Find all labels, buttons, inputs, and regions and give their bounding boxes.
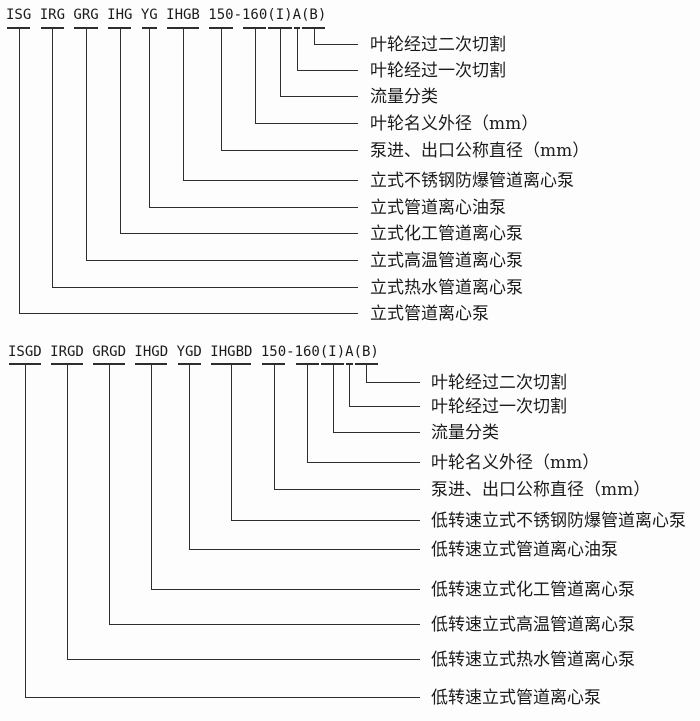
designation-label: 叶轮名义外径（mm） bbox=[431, 453, 600, 473]
code-underline bbox=[135, 363, 168, 365]
designation-label: 立式高温管道离心泵 bbox=[370, 251, 523, 271]
designation-label: 立式不锈钢防爆管道离心泵 bbox=[370, 171, 574, 191]
model-code-header: ISGD IRGD GRGD IHGD YGD IHGBD 150-160(I)… bbox=[8, 344, 379, 360]
connector-line bbox=[279, 29, 358, 97]
designation-label: 流量分类 bbox=[431, 423, 499, 443]
connector-line bbox=[18, 29, 358, 314]
code-underline bbox=[346, 363, 353, 365]
code-underline bbox=[141, 27, 157, 29]
connector-line bbox=[254, 29, 358, 124]
code-underline bbox=[268, 27, 292, 29]
designation-label: 叶轮名义外径（mm） bbox=[370, 114, 539, 134]
diagram-standard-speed-models: ISG IRG GRG IHG YG IHGB 150-160(I)A(B) 叶轮… bbox=[0, 0, 700, 338]
connector-line bbox=[313, 29, 358, 45]
code-underline bbox=[243, 27, 267, 29]
designation-label: 立式管道离心油泵 bbox=[370, 198, 506, 218]
designation-label: 低转速立式管道离心泵 bbox=[431, 688, 601, 708]
designation-label: 低转速立式热水管道离心泵 bbox=[431, 650, 635, 670]
connector-line bbox=[273, 365, 420, 490]
code-underline bbox=[74, 27, 98, 29]
code-underline bbox=[40, 27, 64, 29]
connector-line bbox=[109, 365, 420, 625]
connector-line bbox=[183, 29, 358, 181]
designation-label: 立式热水管道离心泵 bbox=[370, 278, 523, 298]
code-underline bbox=[295, 363, 319, 365]
code-underline bbox=[211, 363, 252, 365]
connector-line bbox=[151, 365, 420, 590]
designation-label: 叶轮经过一次切割 bbox=[431, 397, 567, 417]
connector-line bbox=[296, 29, 358, 71]
connector-line bbox=[332, 365, 420, 433]
connector-line bbox=[67, 365, 420, 660]
designation-label: 立式化工管道离心泵 bbox=[370, 224, 523, 244]
code-underline bbox=[7, 27, 31, 29]
code-underline bbox=[209, 27, 233, 29]
designation-label: 叶轮经过一次切割 bbox=[370, 61, 506, 81]
code-underline bbox=[93, 363, 125, 365]
designation-label: 立式管道离心泵 bbox=[370, 304, 489, 324]
diagram-low-speed-models: ISGD IRGD GRGD IHGD YGD IHGBD 150-160(I)… bbox=[0, 338, 700, 721]
connector-line bbox=[149, 29, 358, 208]
designation-label: 泵进、出口公称直径（mm） bbox=[370, 141, 590, 161]
connector-line bbox=[220, 29, 358, 151]
connector-line bbox=[366, 365, 420, 383]
designation-label: 低转速立式不锈钢防爆管道离心泵 bbox=[431, 511, 686, 531]
designation-label: 低转速立式管道离心油泵 bbox=[431, 540, 618, 560]
connector-line bbox=[231, 365, 420, 521]
code-underline bbox=[354, 363, 378, 365]
code-underline bbox=[9, 363, 41, 365]
code-underline bbox=[108, 27, 132, 29]
designation-label: 泵进、出口公称直径（mm） bbox=[431, 480, 651, 500]
code-underline bbox=[177, 363, 201, 365]
designation-label: 流量分类 bbox=[370, 87, 438, 107]
connector-line bbox=[86, 29, 358, 261]
designation-label: 叶轮经过二次切割 bbox=[431, 373, 567, 393]
code-underline bbox=[261, 363, 286, 365]
code-underline bbox=[51, 363, 83, 365]
connector-line bbox=[52, 29, 358, 288]
connector-line bbox=[24, 365, 420, 698]
connector-line bbox=[119, 29, 358, 234]
connector-line bbox=[349, 365, 420, 407]
connector-line bbox=[189, 365, 420, 550]
model-code-header: ISG IRG GRG IHG YG IHGB 150-160(I)A(B) bbox=[6, 7, 327, 23]
connector-line bbox=[307, 365, 420, 463]
designation-label: 低转速立式化工管道离心泵 bbox=[431, 580, 635, 600]
designation-label: 叶轮经过二次切割 bbox=[370, 35, 506, 55]
code-underline bbox=[302, 27, 326, 29]
designation-label: 低转速立式高温管道离心泵 bbox=[431, 615, 635, 635]
code-underline bbox=[167, 27, 199, 29]
code-underline bbox=[293, 27, 300, 29]
code-underline bbox=[320, 363, 345, 365]
